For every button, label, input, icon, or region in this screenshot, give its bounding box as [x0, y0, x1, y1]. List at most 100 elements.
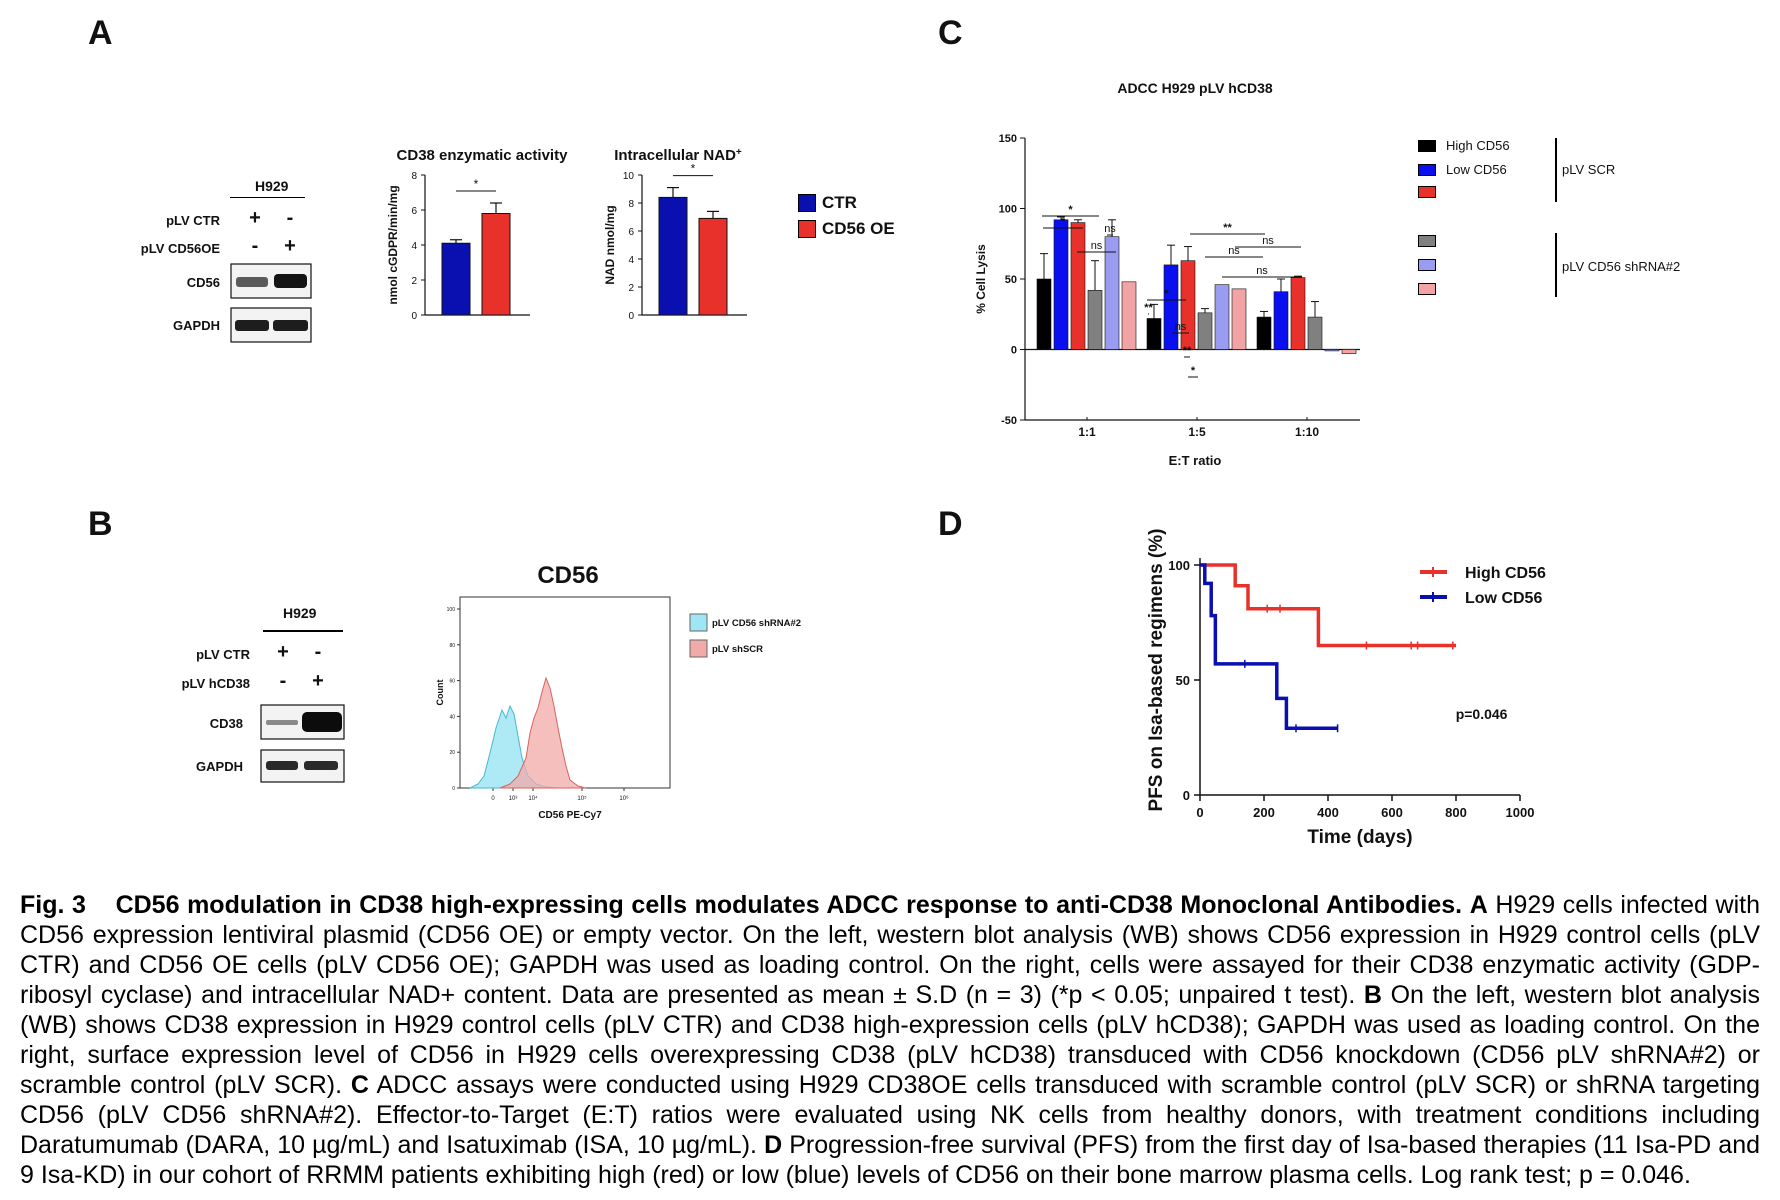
sig-label: *	[474, 177, 479, 191]
x-tick-label: 200	[1253, 805, 1275, 820]
legend-item	[1418, 235, 1446, 247]
bar	[1256, 316, 1272, 350]
legend-swatch	[1418, 186, 1436, 198]
wb-blot-image	[260, 704, 345, 783]
wb-sign: -	[251, 235, 259, 257]
x-axis-label: CD56 PE-Cy7	[538, 810, 602, 821]
legend-bracket	[1555, 138, 1557, 202]
legend-swatch	[1418, 259, 1436, 271]
legend-label: pLV shSCR	[712, 644, 763, 655]
x-tick-label: 400	[1317, 805, 1339, 820]
wb-band-label: CD38	[209, 716, 243, 731]
y-tick-label: 6	[628, 227, 634, 238]
wb-row-label: pLV hCD38	[181, 676, 250, 691]
caption-label-d: D	[764, 1131, 783, 1159]
bar	[1214, 284, 1230, 350]
legend-label: CTR	[822, 193, 857, 212]
wb-divider	[263, 630, 343, 632]
histogram-shscr	[499, 676, 587, 789]
y-tick-label: 0	[452, 786, 455, 792]
legend-bracket	[1555, 233, 1557, 297]
chart-intracellular-nad: Intracellular NAD+ 0 2 4 6 8 10 NAD nmol/mg *	[603, 147, 747, 322]
panel-label-d: D	[938, 505, 963, 543]
chart-cd38-enzymatic-activity: CD38 enzymatic activity 0 2 4 6 8 nmol cGDPR/m…	[386, 147, 569, 322]
y-tick-label: 2	[411, 276, 417, 287]
panel-c-legend: High CD56 Low CD56 pLV SCR pLV CD56 shRN…	[1418, 138, 1718, 303]
wb-cell-line: H929	[255, 178, 289, 194]
y-tick-label: 50	[1005, 274, 1017, 286]
panel-a-legend: CTR CD56 OE	[798, 190, 895, 242]
x-tick-label: 0	[491, 796, 495, 802]
y-tick-label: 4	[411, 241, 417, 252]
y-tick-label: 2	[628, 283, 634, 294]
legend-swatch	[1418, 163, 1436, 176]
chart-title: CD38 enzymatic activity	[397, 147, 569, 164]
y-tick-label: 20	[449, 750, 455, 756]
y-tick-label: 0	[1183, 788, 1190, 803]
wb-band-label: CD56	[186, 275, 220, 290]
legend-group-label: pLV CD56 shRNA#2	[1562, 259, 1681, 274]
sig-label: ns	[1262, 235, 1274, 247]
bar	[1290, 277, 1306, 350]
sig-label: ns	[1091, 240, 1103, 252]
panel-label-a: A	[88, 14, 113, 52]
y-tick-label: 10	[623, 171, 635, 182]
sig-label: *	[1164, 288, 1169, 300]
panel-a-western-blot: H929 pLV CTR + - pLV CD56OE - + CD56 GAP…	[110, 175, 320, 345]
wb-cell-line: H929	[283, 605, 317, 621]
y-axis-label: Count	[435, 680, 445, 706]
legend-item: Low CD56	[1418, 162, 1507, 177]
sig-label: **	[1223, 222, 1232, 234]
x-tick-label: 1000	[1506, 805, 1535, 820]
sig-label: ns	[1256, 265, 1268, 277]
wb-sign: -	[314, 641, 322, 663]
wb-sign: -	[286, 207, 294, 229]
y-tick-label: 0	[628, 311, 634, 322]
chart-title: Intracellular NAD+	[614, 147, 742, 165]
wb-sign: +	[277, 641, 289, 663]
caption-text-d: Progression-free survival (PFS) from the…	[20, 1131, 1760, 1189]
bar	[1053, 219, 1069, 350]
p-value: p=0.046	[1456, 706, 1508, 722]
bar	[1180, 260, 1196, 350]
caption-label-b: B	[1363, 981, 1382, 1009]
y-tick-label: 4	[628, 255, 634, 266]
sig-label: ns	[1104, 223, 1116, 235]
caption-fig-label: Fig. 3	[20, 891, 86, 919]
caption-title: CD56 modulation in CD38 high-expressing …	[115, 891, 1463, 919]
bar	[1163, 264, 1179, 350]
chart-title: ADCC H929 pLV hCD38	[1117, 80, 1273, 96]
y-tick-label: 40	[449, 714, 455, 720]
panel-b-western-blot: H929 pLV CTR + - pLV hCD38 - + CD38 GAPD…	[150, 600, 360, 790]
legend-swatch-cd56oe	[798, 220, 816, 238]
y-tick-label: 0	[411, 311, 417, 322]
x-tick-label: 0	[1196, 805, 1203, 820]
bar	[1341, 349, 1357, 355]
chart-cd56-histogram: CD56 0 20 40 60 80 100 Count 0 10³ 10⁴ 10⁵ 10⁶ CD56 P…	[435, 562, 801, 821]
y-tick-label: 150	[999, 133, 1017, 145]
wb-row-label: pLV CTR	[196, 647, 250, 662]
legend-swatch	[1418, 235, 1436, 247]
legend-item: High CD56	[1418, 138, 1510, 153]
legend-swatch-ctr	[798, 194, 816, 212]
caption-label-a: A	[1469, 891, 1488, 919]
bar	[1104, 236, 1120, 350]
x-tick-label: 10⁶	[619, 795, 629, 802]
legend-group-label: pLV SCR	[1562, 162, 1616, 177]
chart-adcc: ADCC H929 pLV hCD38 -50 0 50 100 150 % Cell Ly…	[974, 80, 1360, 468]
sig-label: *	[1191, 365, 1196, 377]
legend-label: High CD56	[1465, 565, 1546, 582]
legend-item: CD56 OE	[798, 216, 895, 242]
y-tick-label: 100	[1168, 558, 1190, 573]
bar	[658, 196, 688, 316]
figure-caption: Fig. 3 CD56 modulation in CD38 high-expr…	[20, 890, 1760, 1190]
x-tick-label: 1:10	[1295, 425, 1319, 439]
wb-divider	[230, 197, 305, 198]
legend-label: Low CD56	[1465, 590, 1542, 607]
bar	[441, 242, 471, 316]
legend-swatch	[689, 639, 708, 658]
bar	[1087, 289, 1103, 350]
x-tick-label: 1:1	[1078, 425, 1096, 439]
legend-swatch	[1418, 283, 1436, 295]
